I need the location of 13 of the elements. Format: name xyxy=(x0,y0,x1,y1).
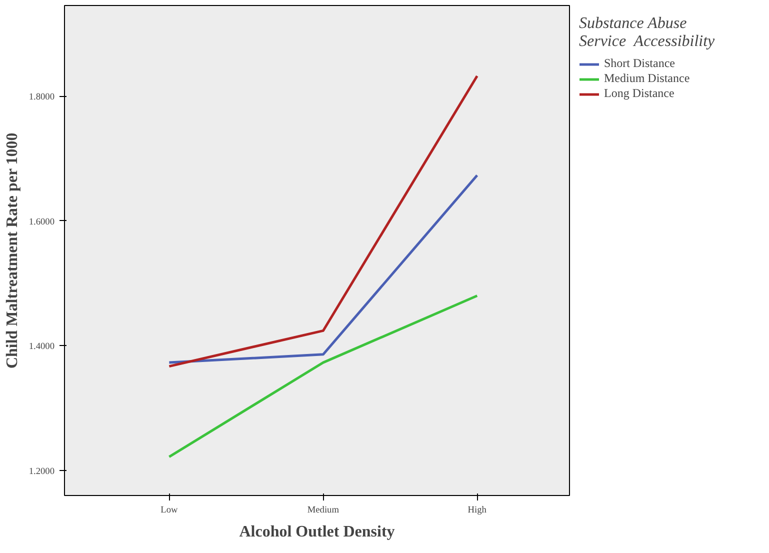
x-tick-label: Low xyxy=(160,506,178,516)
y-tick-label: 1.6000 xyxy=(28,217,55,228)
y-tick-label: 1.8000 xyxy=(28,92,55,103)
x-axis-title: Alcohol Outlet Density xyxy=(239,524,395,540)
y-tick-label: 1.2000 xyxy=(28,467,55,478)
y-tick-label: 1.4000 xyxy=(28,342,55,352)
x-tick-label: High xyxy=(468,506,487,516)
legend-label: Short Distance xyxy=(604,56,675,71)
legend-label: Long Distance xyxy=(604,86,674,101)
y-axis-title: Child Maltreatment Rate per 1000 xyxy=(4,132,21,369)
legend-label: Medium Distance xyxy=(604,71,690,86)
legend-title: Substance Abuse Service Accessibility xyxy=(579,15,715,51)
x-tick-label: Medium xyxy=(307,506,340,516)
